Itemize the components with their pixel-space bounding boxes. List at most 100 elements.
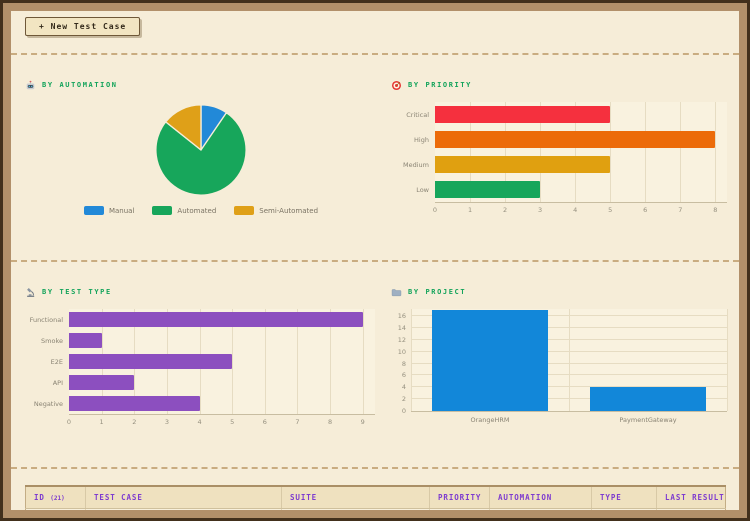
cell-test-case: Login page is available with base contro… bbox=[85, 508, 282, 510]
new-test-case-button[interactable]: + New Test Case bbox=[25, 17, 141, 36]
priority-category-labels: Critical High Medium Low bbox=[391, 102, 435, 202]
test-type-category-labels: Functional Smoke E2E API Negative bbox=[25, 309, 69, 414]
bar-slot bbox=[69, 351, 375, 372]
bar-slot bbox=[435, 102, 727, 127]
panel-by-priority: BY PRIORITY Critical High Medium Low 0 1 2 3 4 5… bbox=[377, 55, 729, 250]
panel-title-test-type: BY TEST TYPE bbox=[25, 286, 377, 298]
gridline bbox=[569, 309, 570, 411]
gridline bbox=[505, 102, 507, 202]
x-tick-label: 1 bbox=[467, 206, 473, 214]
bar-slot bbox=[435, 152, 727, 177]
gridline bbox=[610, 102, 612, 202]
target-icon bbox=[391, 80, 402, 91]
test-type-x-axis: 0 1 2 3 4 5 6 7 8 9 bbox=[66, 418, 375, 430]
priority-bar-chart: Critical High Medium Low 0 1 2 3 4 5 6 7 8 bbox=[391, 102, 729, 218]
category-label: Critical bbox=[406, 110, 429, 119]
column-header-suite: SUITE bbox=[281, 485, 430, 509]
priority-x-axis: 0 1 2 3 4 5 6 7 8 bbox=[433, 206, 727, 218]
test-case-table-wrap: ID (21) TEST CASE SUITE PRIORITY AUTOMAT… bbox=[25, 485, 726, 510]
x-tick-label: 3 bbox=[538, 206, 543, 214]
bar-slot bbox=[435, 127, 727, 152]
category-label: Negative bbox=[33, 399, 63, 408]
x-tick-label: 6 bbox=[643, 206, 648, 214]
y-tick-label: 6 bbox=[401, 371, 406, 380]
automation-pie-chart bbox=[153, 102, 249, 198]
gridline bbox=[264, 309, 266, 414]
x-tick-label: 0 bbox=[66, 418, 72, 426]
column-header-automation: AUTOMATION bbox=[489, 485, 592, 509]
y-tick-label: 8 bbox=[401, 359, 406, 368]
x-tick-label: 2 bbox=[132, 418, 137, 426]
table-row: TC-0001 Login page is available with bas… bbox=[25, 508, 726, 510]
gridline bbox=[470, 102, 472, 202]
column-header-type: TYPE bbox=[591, 485, 657, 509]
bar bbox=[435, 155, 611, 174]
bar-slot bbox=[69, 330, 375, 351]
cell-suite: Authentication Suite Smoke Suite bbox=[281, 508, 430, 510]
row-count-badge: (21) bbox=[50, 495, 65, 502]
bar bbox=[69, 333, 102, 348]
panel-title-text: BY PROJECT bbox=[408, 288, 467, 296]
bar-slot bbox=[69, 393, 375, 414]
project-plot-area bbox=[411, 309, 728, 412]
charts-row-2: BY TEST TYPE Functional Smoke E2E API Negati… bbox=[11, 262, 739, 457]
bar bbox=[69, 312, 363, 327]
test-type-plot-area bbox=[69, 309, 375, 415]
bar bbox=[435, 105, 611, 124]
category-label: Smoke bbox=[41, 336, 63, 345]
separator bbox=[11, 53, 739, 55]
x-tick-label: 4 bbox=[573, 206, 578, 214]
x-tick-label: 9 bbox=[360, 418, 365, 426]
panel-by-test-type: BY TEST TYPE Functional Smoke E2E API Negati… bbox=[25, 262, 377, 457]
bar bbox=[431, 310, 549, 411]
panel-by-automation: BY AUTOMATION Manual Automated Semi-Automa… bbox=[25, 55, 377, 250]
panel-title-priority: BY PRIORITY bbox=[391, 79, 729, 91]
legend-item: Automated bbox=[152, 206, 216, 215]
panel-title-text: BY AUTOMATION bbox=[42, 81, 118, 89]
bar bbox=[589, 387, 707, 411]
legend-item: Semi-Automated bbox=[234, 206, 318, 215]
gridline bbox=[715, 102, 717, 202]
bar bbox=[435, 130, 716, 149]
charts-row-1: BY AUTOMATION Manual Automated Semi-Automa… bbox=[11, 55, 739, 250]
category-label: API bbox=[52, 378, 63, 387]
pie-slice bbox=[155, 112, 247, 196]
robot-icon bbox=[25, 80, 36, 91]
project-category-labels: OrangeHRM PaymentGateway bbox=[411, 416, 727, 424]
project-bar-chart: 0 2 4 6 8 10 12 14 16 OrangeHRM PaymentGateway bbox=[391, 309, 729, 424]
dashboard-page: + New Test Case BY AUTOMATION Manual Auto… bbox=[11, 11, 739, 510]
test-type-bar-chart: Functional Smoke E2E API Negative 0 1 2 3 4 5 6 7 8 9 bbox=[25, 309, 377, 430]
separator bbox=[11, 260, 739, 262]
panel-title-automation: BY AUTOMATION bbox=[25, 79, 377, 91]
x-tick-label: 2 bbox=[503, 206, 508, 214]
column-header-test-case: TEST CASE bbox=[85, 485, 282, 509]
automation-pie bbox=[155, 104, 247, 196]
gridline bbox=[330, 309, 332, 414]
panel-by-project: BY PROJECT 0 2 4 6 8 10 12 14 16 OrangeHRM Paymen… bbox=[377, 262, 729, 457]
category-label: PaymentGateway bbox=[619, 416, 677, 424]
legend-swatch bbox=[152, 206, 173, 215]
cell-type: Smoke bbox=[591, 508, 657, 510]
column-header-id: ID (21) bbox=[25, 485, 86, 509]
legend-swatch bbox=[83, 206, 104, 215]
x-tick-label: 8 bbox=[328, 418, 333, 426]
x-tick-label: 7 bbox=[678, 206, 683, 214]
x-tick-label: 1 bbox=[99, 418, 104, 426]
priority-plot-area bbox=[435, 102, 727, 203]
x-tick-label: 4 bbox=[197, 418, 202, 426]
x-tick-label: 5 bbox=[608, 206, 613, 214]
bar bbox=[69, 354, 233, 369]
project-y-axis: 0 2 4 6 8 10 12 14 16 bbox=[391, 309, 411, 415]
y-tick-label: 2 bbox=[401, 395, 406, 404]
y-tick-label: 16 bbox=[397, 312, 406, 321]
gridline bbox=[680, 102, 682, 202]
cell-last-result: ✓ Passed bbox=[656, 508, 726, 510]
folder-icon bbox=[391, 287, 402, 298]
gridline bbox=[540, 102, 542, 202]
bar-slot bbox=[435, 177, 727, 202]
pie-slice bbox=[165, 104, 202, 151]
microscope-icon bbox=[25, 287, 36, 298]
gridline bbox=[727, 309, 728, 411]
y-tick-label: 14 bbox=[397, 323, 406, 332]
